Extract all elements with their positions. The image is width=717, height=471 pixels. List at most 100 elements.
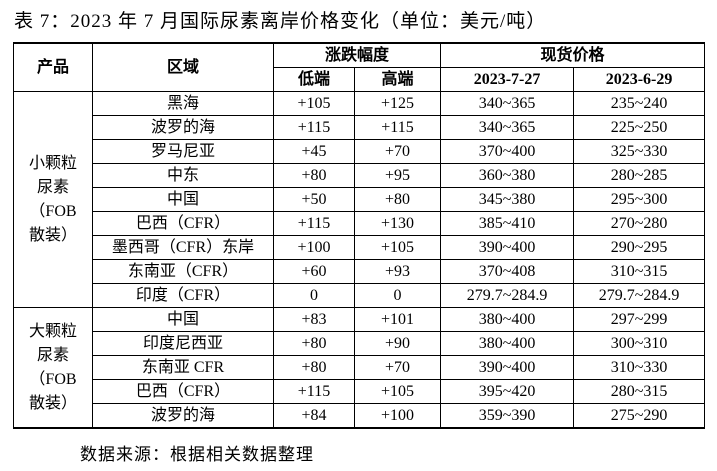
table-cell: 370~400: [440, 139, 575, 164]
table-cell: 巴西（CFR）: [92, 379, 274, 404]
table-cell: 340~365: [440, 91, 575, 116]
title: 表 7：2023 年 7 月国际尿素离岸价格变化（单位：美元/吨）: [14, 11, 547, 32]
table-cell: 中国: [92, 307, 274, 332]
table-cell: +115: [273, 115, 355, 140]
header-cell: 2023-7-27: [440, 67, 575, 92]
table-cell: 310~330: [573, 355, 706, 380]
table-cell: +80: [273, 331, 355, 356]
table-cell: 280~285: [573, 163, 706, 188]
table-cell: 0: [273, 283, 355, 308]
table-cell: 295~300: [573, 187, 706, 212]
group-label-line: （FOB: [29, 202, 77, 220]
table-cell: +45: [273, 139, 355, 164]
table-cell: +70: [353, 355, 442, 380]
table-cell: 385~410: [440, 211, 575, 236]
table-cell: +130: [353, 211, 442, 236]
table-cell: +100: [353, 403, 442, 429]
table-cell: +100: [273, 235, 355, 260]
table-cell: 黑海: [92, 91, 274, 116]
group-label: 大颗粒尿素 （FOB 散装）: [13, 307, 93, 429]
table-cell: 东南亚 CFR: [92, 355, 274, 380]
table-cell: +60: [273, 259, 355, 284]
table-cell: +105: [353, 379, 442, 404]
table-cell: 390~400: [440, 235, 575, 260]
table-cell: +101: [353, 307, 442, 332]
table-cell: 波罗的海: [92, 115, 274, 140]
table-cell: 中国: [92, 187, 274, 212]
group-label-line: 小颗粒: [28, 154, 77, 172]
table-row: 波罗的海 +115 +115 340~365 225~250: [14, 115, 706, 140]
table-cell: 290~295: [573, 235, 706, 260]
table-cell: +95: [353, 163, 442, 188]
table-cell: 巴西（CFR）: [92, 211, 274, 236]
table-row: 印度（CFR） 0 0 279.7~284.9 279.7~284.9: [14, 283, 706, 308]
table-row: 东南亚 CFR +80 +70 390~400 310~330: [14, 355, 706, 380]
table-cell: 325~330: [573, 139, 706, 164]
group-label-line: 尿素: [36, 346, 69, 364]
table-cell: 225~250: [573, 115, 706, 140]
table-cell: +70: [353, 139, 442, 164]
table-cell: +90: [353, 331, 442, 356]
table-row: 巴西（CFR） +115 +130 385~410 270~280: [14, 211, 706, 236]
table-cell: 380~400: [440, 307, 575, 332]
table-row: 墨西哥（CFR）东岸 +100 +105 390~400 290~295: [14, 235, 706, 260]
table-cell: +115: [273, 211, 355, 236]
table-cell: 370~408: [440, 259, 575, 284]
table-cell: 270~280: [573, 211, 706, 236]
table-cell: 310~315: [573, 259, 706, 284]
table-cell: +105: [353, 235, 442, 260]
header-cell: 涨跌幅度: [272, 42, 442, 68]
table-row: 中国 +50 +80 345~380 295~300: [14, 187, 706, 212]
table-cell: 279.7~284.9: [440, 283, 575, 308]
source-note: 数据来源：根据相关数据整理: [80, 445, 314, 464]
header-cell: 高端: [353, 67, 442, 92]
table-row: 巴西（CFR） +115 +105 395~420 280~315: [14, 379, 706, 404]
table-cell: 印度尼西亚: [92, 331, 274, 356]
table-cell: 墨西哥（CFR）东岸: [92, 235, 274, 260]
table-cell: 东南亚（CFR）: [92, 259, 274, 284]
table-cell: 300~310: [573, 331, 706, 356]
table-row: 东南亚（CFR） +60 +93 370~408 310~315: [14, 259, 706, 284]
table-cell: 275~290: [573, 403, 706, 429]
group-label-line: 尿素: [36, 178, 69, 196]
table-cell: +93: [353, 259, 442, 284]
table-row: 大颗粒 尿素 （FOB 散装） 中国 +83 +101 380~400 297~299: [13, 307, 706, 429]
table-cell: +125: [353, 91, 442, 116]
table-cell: 279.7~284.9: [573, 283, 706, 308]
header-cell: 现货价格: [440, 42, 706, 68]
price-table: 产品 区域 涨跌幅度 现货价格 低端 高端 2023-7-27 2023-6-2…: [13, 42, 706, 429]
table-row: 中东 +80 +95 360~380 280~285: [14, 163, 706, 188]
table-body: 小颗粒 尿素 （FOB 散装） 黑海 +105 +125 340~365 235~240 波罗的海…: [13, 91, 706, 429]
group-label-line: 散装）: [28, 394, 77, 412]
header-cell: 产品: [13, 42, 93, 92]
table-cell: 345~380: [440, 187, 575, 212]
table-row: 罗马尼亚 +45 +70 370~400 325~330: [14, 139, 706, 164]
table-cell: 235~240: [573, 91, 706, 116]
table-cell: 380~400: [440, 331, 575, 356]
table-cell: 印度（CFR）: [92, 283, 274, 308]
header-cell: 区域: [92, 42, 274, 92]
table-cell: +84: [273, 403, 355, 429]
header-cell: 低端: [273, 67, 355, 92]
table-cell: 360~380: [440, 163, 575, 188]
table-cell: +115: [273, 379, 355, 404]
table-row: 小颗粒 尿素 （FOB 散装） 黑海 +105 +125 340~365 235~240: [13, 91, 706, 308]
table-cell: 波罗的海: [92, 403, 274, 429]
group-label: 小颗粒尿素 （FOB 散装）: [13, 91, 93, 308]
group-label-line: （FOB: [29, 370, 77, 388]
table-cell: +105: [273, 91, 355, 116]
table-cell: 359~390: [440, 403, 575, 429]
group-label-line: 大颗粒: [28, 322, 77, 340]
table-cell: +80: [273, 355, 355, 380]
header-cell: 2023-6-29: [573, 67, 706, 92]
table-cell: 罗马尼亚: [92, 139, 274, 164]
table-row: 印度尼西亚 +80 +90 380~400 300~310: [14, 331, 706, 356]
table-row: 波罗的海 +84 +100 359~390 275~290: [14, 403, 706, 429]
table-cell: +50: [273, 187, 355, 212]
table-cell: 390~400: [440, 355, 575, 380]
table-cell: +80: [273, 163, 355, 188]
group-label-line: 散装）: [28, 226, 77, 244]
table-cell: +115: [353, 115, 442, 140]
table-cell: 280~315: [573, 379, 706, 404]
